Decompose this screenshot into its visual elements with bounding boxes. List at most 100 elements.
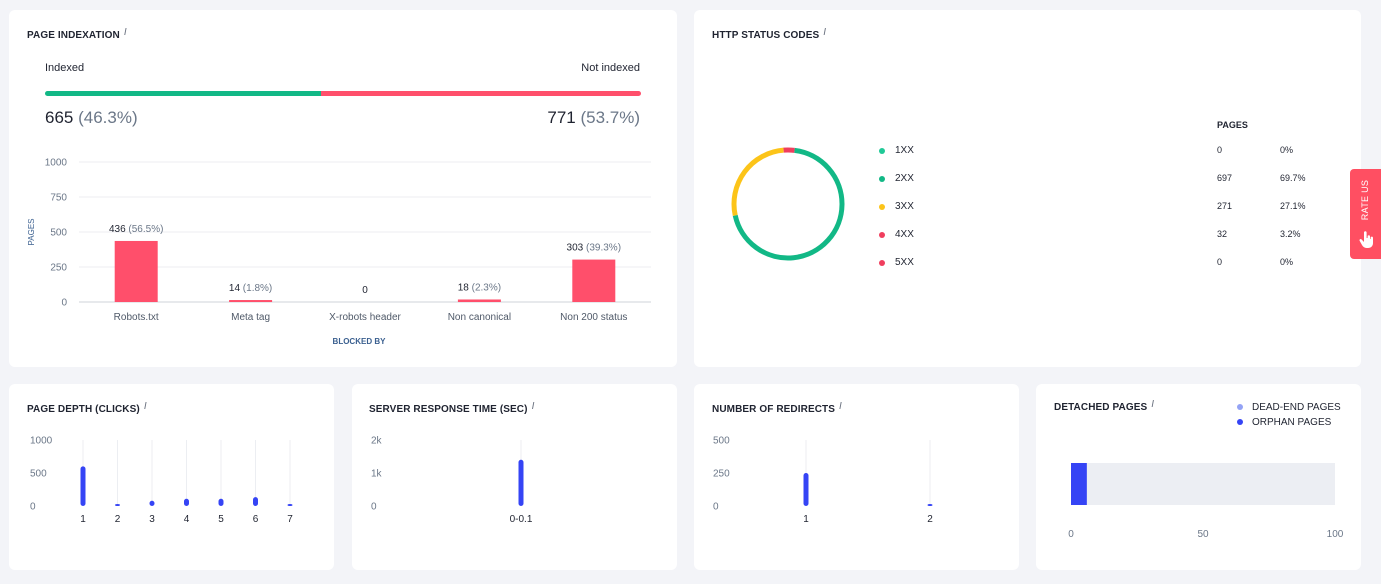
x-tick-label: Non canonical [448,312,511,323]
page-indexation-card: PAGE INDEXATION i Indexed Not indexed 665… [9,10,677,367]
x-tick-label: 2 [927,514,933,525]
info-icon[interactable]: i [823,27,827,38]
y-tick-label: 1k [371,469,383,480]
rate-us-button[interactable]: RATE US [1350,169,1381,259]
bar [457,299,501,302]
status-code-label[interactable]: 2XX [895,173,914,184]
server-response-title: SERVER RESPONSE TIME (SEC) i [369,401,535,415]
bar [184,498,189,506]
bar [218,498,224,506]
bar [518,459,524,506]
rate-us-label: RATE US [1360,179,1371,221]
bar [114,240,158,302]
detached-pages-title: DETACHED PAGES i [1054,399,1155,413]
http-status-donut-chart [731,147,845,261]
blocked-by-bar-chart: 0 250 500 750 1000 PAGES 436 (56.5%) Robots.txt… [27,158,651,346]
orphan-pages-bar [1071,463,1087,505]
status-pages-value: 0 [1217,145,1223,155]
x-tick-label: Meta tag [231,312,270,323]
legend-dot [879,148,885,154]
info-icon[interactable]: i [143,401,147,412]
status-percent-value: 3.2% [1280,229,1301,239]
status-pages-value: 271 [1217,201,1233,211]
redirects-card: NUMBER OF REDIRECTS i 0 250 500 1 2 [694,384,1019,570]
http-status-card: HTTP STATUS CODES i PAGES 1XX 0 0% 2XX 697 69.… [694,10,1361,367]
x-tick-label: 1 [80,514,86,525]
bar [803,473,809,506]
y-tick-label: 500 [30,469,47,480]
status-pages-value: 32 [1217,229,1228,239]
x-tick-label: 7 [287,514,293,525]
page-depth-title: PAGE DEPTH (CLICKS) i [27,401,147,415]
y-tick-label: 750 [50,193,67,204]
x-tick-label: 3 [149,514,155,525]
indexed-bar-segment [45,91,321,96]
not-indexed-percent: (53.7%) [580,108,640,127]
x-tick-label: 6 [253,514,259,525]
legend-dot [879,232,885,238]
orphan-legend-label[interactable]: ORPHAN PAGES [1252,417,1332,428]
bar [149,500,155,506]
info-icon[interactable]: i [1151,399,1155,410]
x-axis-label: BLOCKED BY [333,337,387,346]
indexation-progress-bar [45,91,641,96]
donut-slice-2xx [732,147,845,261]
x-tick-label: 50 [1197,529,1209,540]
server-response-card: SERVER RESPONSE TIME (SEC) i 0 1k 2k 0-0.1 [352,384,677,570]
legend-dot [879,204,885,210]
http-status-title: HTTP STATUS CODES i [712,27,827,41]
pages-column-header: PAGES [1217,120,1248,130]
info-icon[interactable]: i [531,401,535,412]
not-indexed-count: 771 [547,108,576,127]
y-tick-label: 1000 [45,158,68,169]
status-percent-value: 0% [1280,257,1294,267]
y-tick-label: 500 [713,436,730,447]
bar [572,259,616,302]
info-icon[interactable]: i [839,401,842,412]
indexed-count: 665 [45,108,74,127]
bar-value-label: 436 (56.5%) [109,224,163,235]
page-depth-card: PAGE DEPTH (CLICKS) i 0 500 1000 1 2 3 4 5 6 7 [9,384,334,570]
detached-pages-card: DETACHED PAGES i DEAD-END PAGES ORPHAN PA… [1036,384,1361,570]
indexed-percent: (46.3%) [78,108,138,127]
bar-track [1071,463,1335,505]
y-axis-label: PAGES [27,219,36,246]
detached-pages-bar-chart: 0 50 100 [1068,463,1344,540]
status-percent-value: 69.7% [1280,173,1306,183]
not-indexed-label: Not indexed [581,62,640,74]
y-tick-label: 2k [371,436,383,447]
status-code-label[interactable]: 1XX [895,145,914,156]
x-tick-label: X-robots header [329,312,401,323]
info-icon[interactable]: i [123,27,127,38]
status-percent-value: 0% [1280,145,1294,155]
dead-end-legend-label[interactable]: DEAD-END PAGES [1252,402,1341,413]
y-tick-label: 0 [371,502,377,513]
x-tick-label: 100 [1327,529,1344,540]
bar [927,504,933,506]
page-indexation-title: PAGE INDEXATION i [27,27,127,41]
indexed-stat: 665 (46.3%) [45,108,138,128]
status-code-label[interactable]: 5XX [895,257,914,268]
y-tick-label: 0 [713,502,719,513]
legend-dot [879,176,885,182]
status-code-label[interactable]: 4XX [895,229,914,240]
dead-end-legend-dot [1237,404,1243,410]
status-code-label[interactable]: 3XX [895,201,914,212]
x-tick-label: 1 [803,514,809,525]
y-tick-label: 500 [50,228,67,239]
bar-value-label: 14 (1.8%) [229,283,272,294]
status-percent-value: 27.1% [1280,201,1306,211]
status-pages-value: 0 [1217,257,1223,267]
y-tick-label: 0 [30,502,36,513]
x-tick-label: 0 [1068,529,1074,540]
status-pages-value: 697 [1217,173,1233,183]
page-depth-bar-chart: 0 500 1000 1 2 3 4 5 6 7 [30,436,293,526]
bar-value-label: 303 (39.3%) [567,243,621,254]
hand-pointer-icon [1359,231,1373,248]
x-tick-label: Robots.txt [114,312,159,323]
x-tick-label: 2 [115,514,121,525]
bar [253,497,258,506]
x-tick-label: Non 200 status [560,312,627,323]
indexed-label: Indexed [45,62,85,74]
redirects-title: NUMBER OF REDIRECTS i [712,401,842,415]
